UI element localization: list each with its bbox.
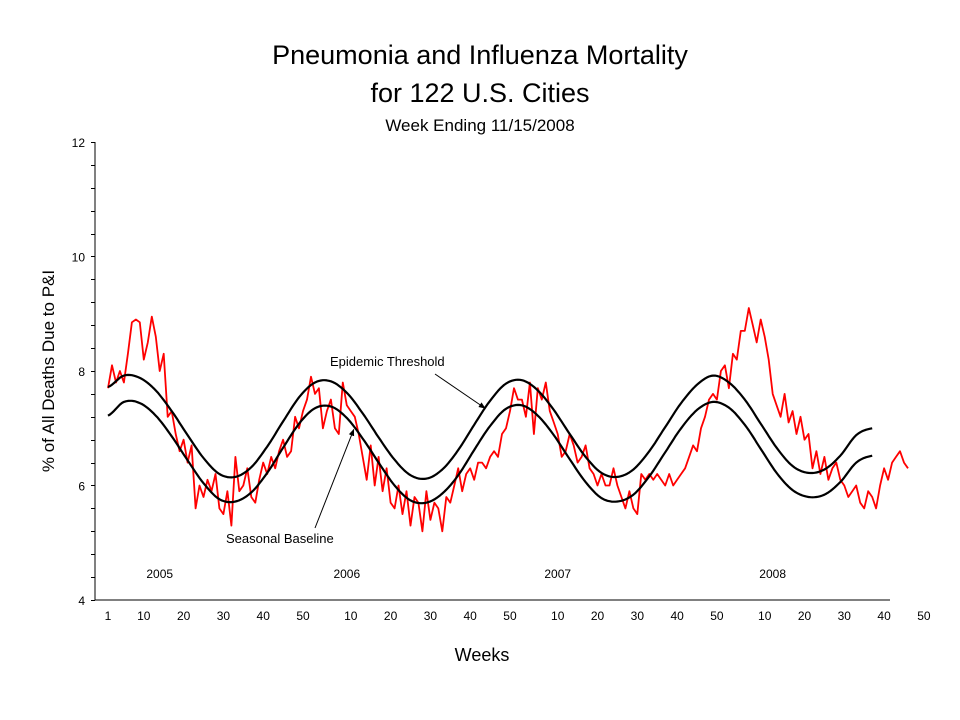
annotation-arrow [434, 373, 486, 409]
x-tick-label: 40 [257, 609, 271, 623]
p-i-mortality-line [107, 307, 909, 533]
chart-title-line2: for 122 U.S. Cities [370, 78, 590, 108]
x-tick-label: 40 [877, 609, 891, 623]
x-tick-label: 10 [758, 609, 772, 623]
year-label: 2008 [759, 567, 786, 581]
y-tick-label: 10 [72, 251, 86, 265]
x-tick-label: 30 [838, 609, 852, 623]
x-tick-label: 50 [503, 609, 517, 623]
x-tick-label: 10 [344, 609, 358, 623]
x-tick-label: 50 [917, 609, 931, 623]
x-tick-label: 30 [217, 609, 231, 623]
x-tick-label: 20 [384, 609, 398, 623]
chart-title: Pneumonia and Influenza Mortality [272, 40, 688, 70]
year-label: 2006 [333, 567, 360, 581]
x-tick-label: 10 [551, 609, 565, 623]
y-tick-label: 6 [78, 480, 85, 494]
y-axis-label: % of All Deaths Due to P&I [39, 270, 58, 472]
x-tick-label: 20 [177, 609, 191, 623]
chart-subtitle: Week Ending 11/15/2008 [385, 116, 575, 135]
annotation-arrow [314, 428, 355, 529]
x-tick-label: 30 [424, 609, 438, 623]
series-lines [107, 307, 909, 533]
epidemic-threshold-line [107, 373, 873, 480]
x-tick-label: 50 [296, 609, 310, 623]
y-ticks: 4 6 8 10 12 [72, 136, 95, 608]
year-label: 2005 [146, 567, 173, 581]
y-tick-label: 12 [72, 136, 86, 150]
annotation-label: Seasonal Baseline [226, 531, 334, 546]
x-tick-label: 50 [710, 609, 724, 623]
year-labels: 2005 2006 2007 2008 [146, 567, 786, 581]
x-ticks: 1 10 20 30 40 50 10 20 30 40 50 10 20 30 40 50 10 20 30 40 5… [105, 609, 931, 623]
x-tick-label: 20 [591, 609, 605, 623]
x-tick-label: 40 [464, 609, 478, 623]
x-tick-label: 40 [670, 609, 684, 623]
x-tick-label: 10 [137, 609, 151, 623]
x-axis-label: Weeks [455, 645, 510, 665]
y-tick-label: 4 [78, 594, 85, 608]
x-tick-label: 30 [631, 609, 645, 623]
seasonal-baseline-line [107, 399, 873, 505]
y-tick-label: 8 [78, 365, 85, 379]
year-label: 2007 [544, 567, 571, 581]
annotation-label: Epidemic Threshold [330, 354, 445, 369]
x-tick-label: 20 [798, 609, 812, 623]
x-tick-label: 1 [105, 609, 112, 623]
annotations: Epidemic Threshold Seasonal Baseline [226, 354, 486, 546]
